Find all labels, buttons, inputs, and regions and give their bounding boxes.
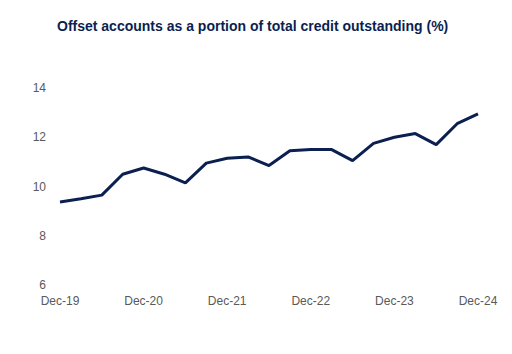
svg-text:12: 12 (33, 130, 47, 144)
svg-text:Dec-21: Dec-21 (208, 294, 247, 308)
svg-text:Dec-19: Dec-19 (41, 294, 80, 308)
svg-text:Offset accounts as a portion o: Offset accounts as a portion of total cr… (57, 18, 448, 34)
svg-text:8: 8 (39, 229, 46, 243)
svg-text:Dec-24: Dec-24 (459, 294, 498, 308)
svg-text:Dec-20: Dec-20 (124, 294, 163, 308)
svg-text:14: 14 (33, 81, 47, 95)
svg-text:Dec-22: Dec-22 (291, 294, 330, 308)
svg-text:10: 10 (33, 180, 47, 194)
svg-text:6: 6 (39, 278, 46, 292)
svg-text:Dec-23: Dec-23 (375, 294, 414, 308)
